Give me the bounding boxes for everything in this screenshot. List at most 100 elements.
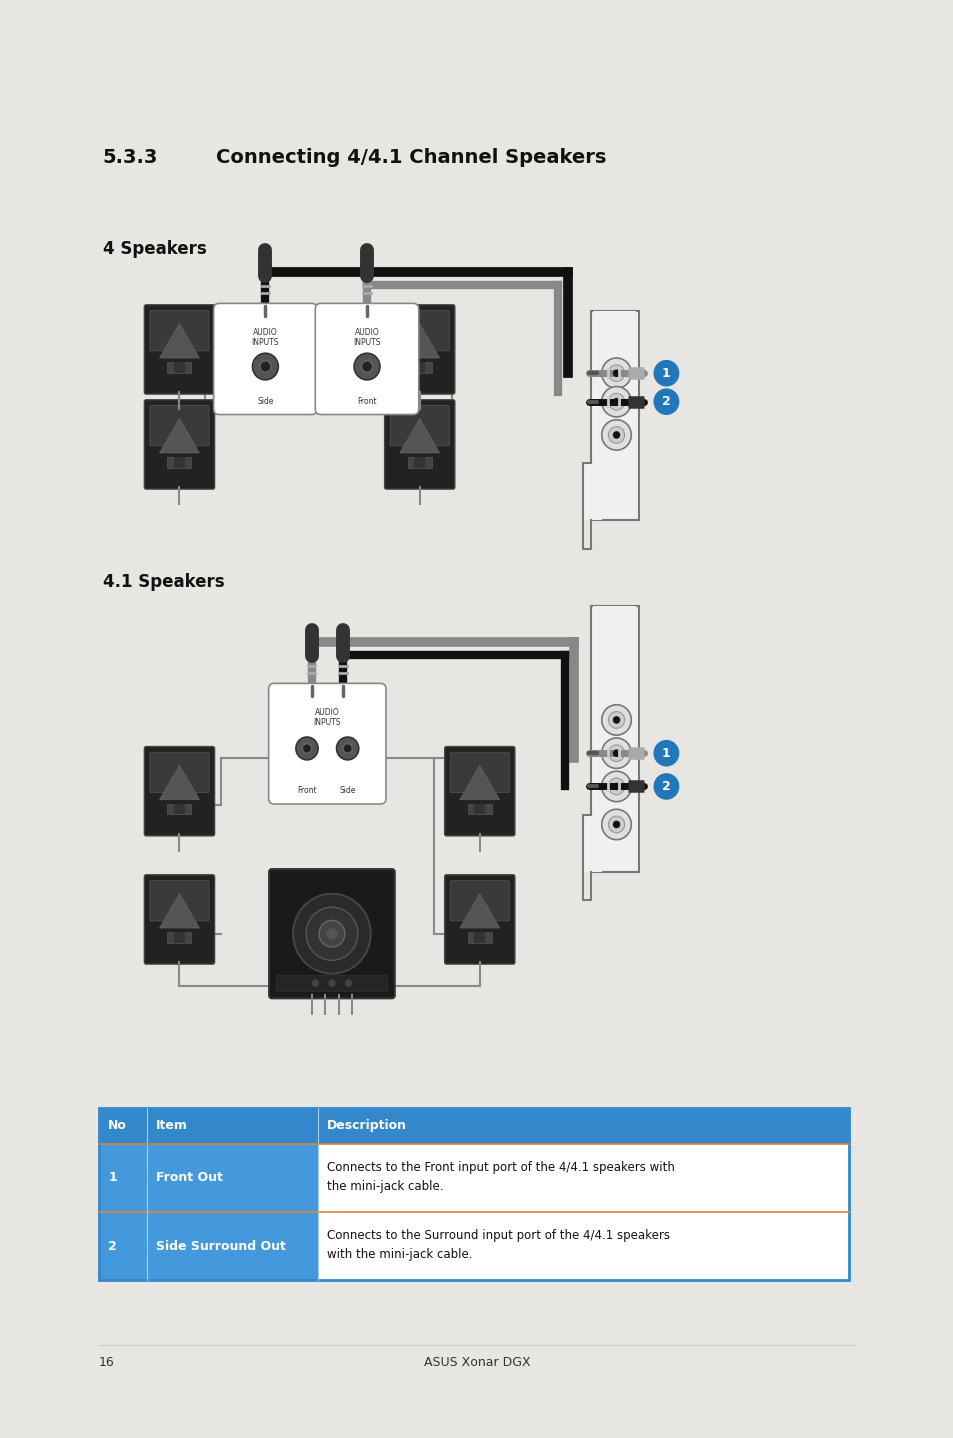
FancyBboxPatch shape: [269, 683, 386, 804]
Circle shape: [326, 928, 337, 939]
FancyBboxPatch shape: [444, 746, 515, 835]
Circle shape: [653, 360, 679, 387]
Text: Front: Front: [356, 397, 376, 406]
Circle shape: [608, 817, 624, 833]
Text: Connects to the Surround input port of the 4/4.1 speakers: Connects to the Surround input port of t…: [327, 1229, 670, 1242]
Text: AUDIO
INPUTS: AUDIO INPUTS: [314, 707, 341, 728]
Text: 16: 16: [99, 1356, 114, 1369]
Bar: [467, 932, 491, 942]
FancyBboxPatch shape: [444, 874, 515, 963]
Circle shape: [328, 979, 335, 986]
Polygon shape: [459, 894, 499, 928]
Circle shape: [601, 358, 631, 388]
Bar: [414, 362, 425, 372]
Circle shape: [361, 361, 373, 372]
FancyBboxPatch shape: [144, 305, 214, 394]
Bar: [414, 457, 425, 467]
Bar: [99, 1107, 848, 1280]
Circle shape: [608, 778, 624, 795]
Bar: [407, 362, 432, 372]
FancyBboxPatch shape: [582, 815, 601, 871]
Circle shape: [653, 741, 679, 766]
Bar: [590, 312, 638, 521]
Circle shape: [612, 749, 619, 756]
Circle shape: [608, 365, 624, 381]
FancyBboxPatch shape: [315, 303, 418, 414]
Circle shape: [312, 979, 318, 986]
Bar: [317, 1212, 848, 1280]
Bar: [168, 457, 192, 467]
Circle shape: [653, 388, 679, 416]
Circle shape: [608, 394, 624, 410]
Text: Front Out: Front Out: [156, 1172, 223, 1185]
Bar: [174, 362, 185, 372]
FancyBboxPatch shape: [390, 406, 449, 446]
Circle shape: [608, 712, 624, 728]
Bar: [317, 1143, 848, 1212]
Text: Connecting 4/4.1 Channel Speakers: Connecting 4/4.1 Channel Speakers: [216, 148, 606, 167]
Circle shape: [612, 398, 619, 406]
FancyBboxPatch shape: [450, 752, 509, 792]
Text: Front: Front: [297, 787, 316, 795]
Circle shape: [612, 782, 619, 791]
FancyBboxPatch shape: [150, 311, 209, 351]
Polygon shape: [159, 765, 199, 800]
Circle shape: [601, 420, 631, 450]
Circle shape: [601, 738, 631, 768]
Bar: [168, 362, 192, 372]
Circle shape: [343, 743, 352, 754]
Text: Side: Side: [257, 397, 274, 406]
Polygon shape: [159, 894, 199, 928]
Circle shape: [293, 894, 371, 974]
Circle shape: [306, 907, 357, 961]
Polygon shape: [399, 418, 439, 453]
Bar: [276, 975, 387, 991]
Bar: [474, 804, 484, 814]
FancyBboxPatch shape: [384, 400, 455, 489]
Circle shape: [601, 387, 631, 417]
FancyBboxPatch shape: [144, 400, 214, 489]
Bar: [467, 804, 491, 814]
FancyBboxPatch shape: [144, 874, 214, 963]
Text: Item: Item: [156, 1119, 188, 1132]
Text: Description: Description: [327, 1119, 407, 1132]
Text: Side Surround Out: Side Surround Out: [156, 1240, 286, 1252]
Circle shape: [612, 716, 619, 723]
Bar: [99, 1107, 848, 1143]
Text: 2: 2: [661, 779, 670, 792]
Bar: [407, 457, 432, 467]
Text: 4.1 Speakers: 4.1 Speakers: [103, 572, 224, 591]
Text: 1: 1: [661, 367, 670, 380]
Polygon shape: [159, 324, 199, 358]
Bar: [174, 804, 185, 814]
FancyBboxPatch shape: [384, 305, 455, 394]
Polygon shape: [159, 418, 199, 453]
FancyBboxPatch shape: [390, 311, 449, 351]
Text: AUDIO
INPUTS: AUDIO INPUTS: [252, 328, 279, 347]
FancyBboxPatch shape: [150, 752, 209, 792]
Circle shape: [295, 738, 317, 759]
Text: 2: 2: [109, 1240, 117, 1252]
Polygon shape: [459, 765, 499, 800]
Circle shape: [259, 361, 271, 372]
Circle shape: [601, 705, 631, 735]
FancyBboxPatch shape: [593, 312, 636, 328]
Circle shape: [601, 771, 631, 801]
Circle shape: [344, 979, 352, 986]
Circle shape: [302, 743, 312, 754]
Circle shape: [336, 738, 358, 759]
Bar: [174, 932, 185, 942]
Text: 5.3.3: 5.3.3: [103, 148, 158, 167]
FancyBboxPatch shape: [582, 463, 601, 521]
Circle shape: [612, 431, 619, 439]
Text: Side: Side: [339, 787, 355, 795]
Circle shape: [612, 370, 619, 377]
Text: 1: 1: [661, 746, 670, 759]
FancyBboxPatch shape: [269, 869, 395, 998]
Polygon shape: [399, 324, 439, 358]
Bar: [99, 1143, 317, 1212]
Text: 2: 2: [661, 395, 670, 408]
Circle shape: [653, 774, 679, 800]
FancyBboxPatch shape: [150, 406, 209, 446]
Text: ASUS Xonar DGX: ASUS Xonar DGX: [423, 1356, 530, 1369]
